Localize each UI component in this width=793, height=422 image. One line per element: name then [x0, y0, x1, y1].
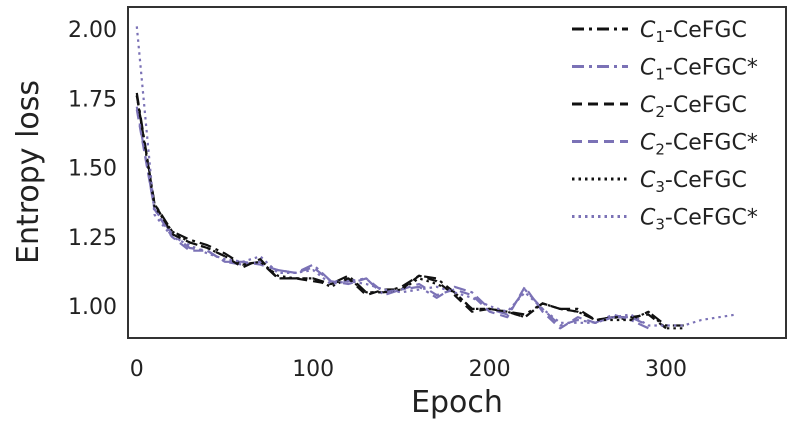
x-axis-ticks: 0 100 200 300 — [130, 357, 687, 382]
series-line-5 — [135, 95, 684, 330]
legend-label-4: C2-CeFGC* — [640, 131, 758, 159]
y-axis-ticks: 1.00 1.25 1.50 1.75 2.00 — [68, 18, 117, 320]
legend: C1-CeFGC C1-CeFGC* C2-CeFGC C2-CeFGC* C3-CeF… — [572, 18, 758, 234]
legend-label-6: C3-CeFGC* — [640, 206, 758, 234]
x-tick-label: 200 — [469, 357, 511, 382]
x-axis-label: Epoch — [411, 385, 503, 420]
x-tick-label: 100 — [292, 357, 334, 382]
x-tick-label: 0 — [130, 357, 144, 382]
legend-label-1: C1-CeFGC — [640, 18, 747, 46]
series-line-2 — [135, 106, 649, 330]
series-line-6 — [135, 26, 737, 327]
series-layer — [135, 26, 737, 330]
y-tick-label: 1.25 — [68, 226, 117, 251]
legend-label-3: C2-CeFGC — [640, 93, 747, 121]
legend-label-5: C3-CeFGC — [640, 168, 747, 196]
y-tick-label: 2.00 — [68, 18, 117, 43]
legend-label-2: C1-CeFGC* — [640, 56, 758, 84]
x-tick-label: 300 — [645, 357, 687, 382]
y-tick-label: 1.50 — [68, 157, 117, 182]
plot-area — [127, 6, 787, 339]
y-tick-label: 1.75 — [68, 87, 117, 112]
y-tick-label: 1.00 — [68, 295, 117, 320]
y-axis-label: Entropy loss — [11, 80, 46, 264]
series-line-1 — [135, 92, 684, 327]
